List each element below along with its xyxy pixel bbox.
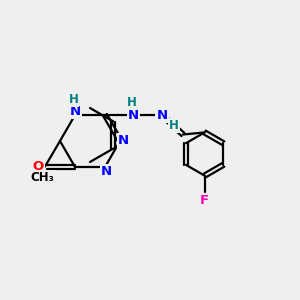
Text: H: H	[69, 93, 78, 106]
Text: N: N	[156, 109, 168, 122]
Text: N: N	[101, 165, 112, 178]
Text: H: H	[169, 119, 179, 132]
Text: O: O	[32, 160, 44, 173]
Text: H: H	[127, 96, 137, 109]
Text: N: N	[128, 109, 139, 122]
Text: N: N	[69, 105, 81, 118]
Text: N: N	[118, 134, 129, 148]
Text: F: F	[200, 194, 209, 207]
Text: CH₃: CH₃	[30, 171, 54, 184]
